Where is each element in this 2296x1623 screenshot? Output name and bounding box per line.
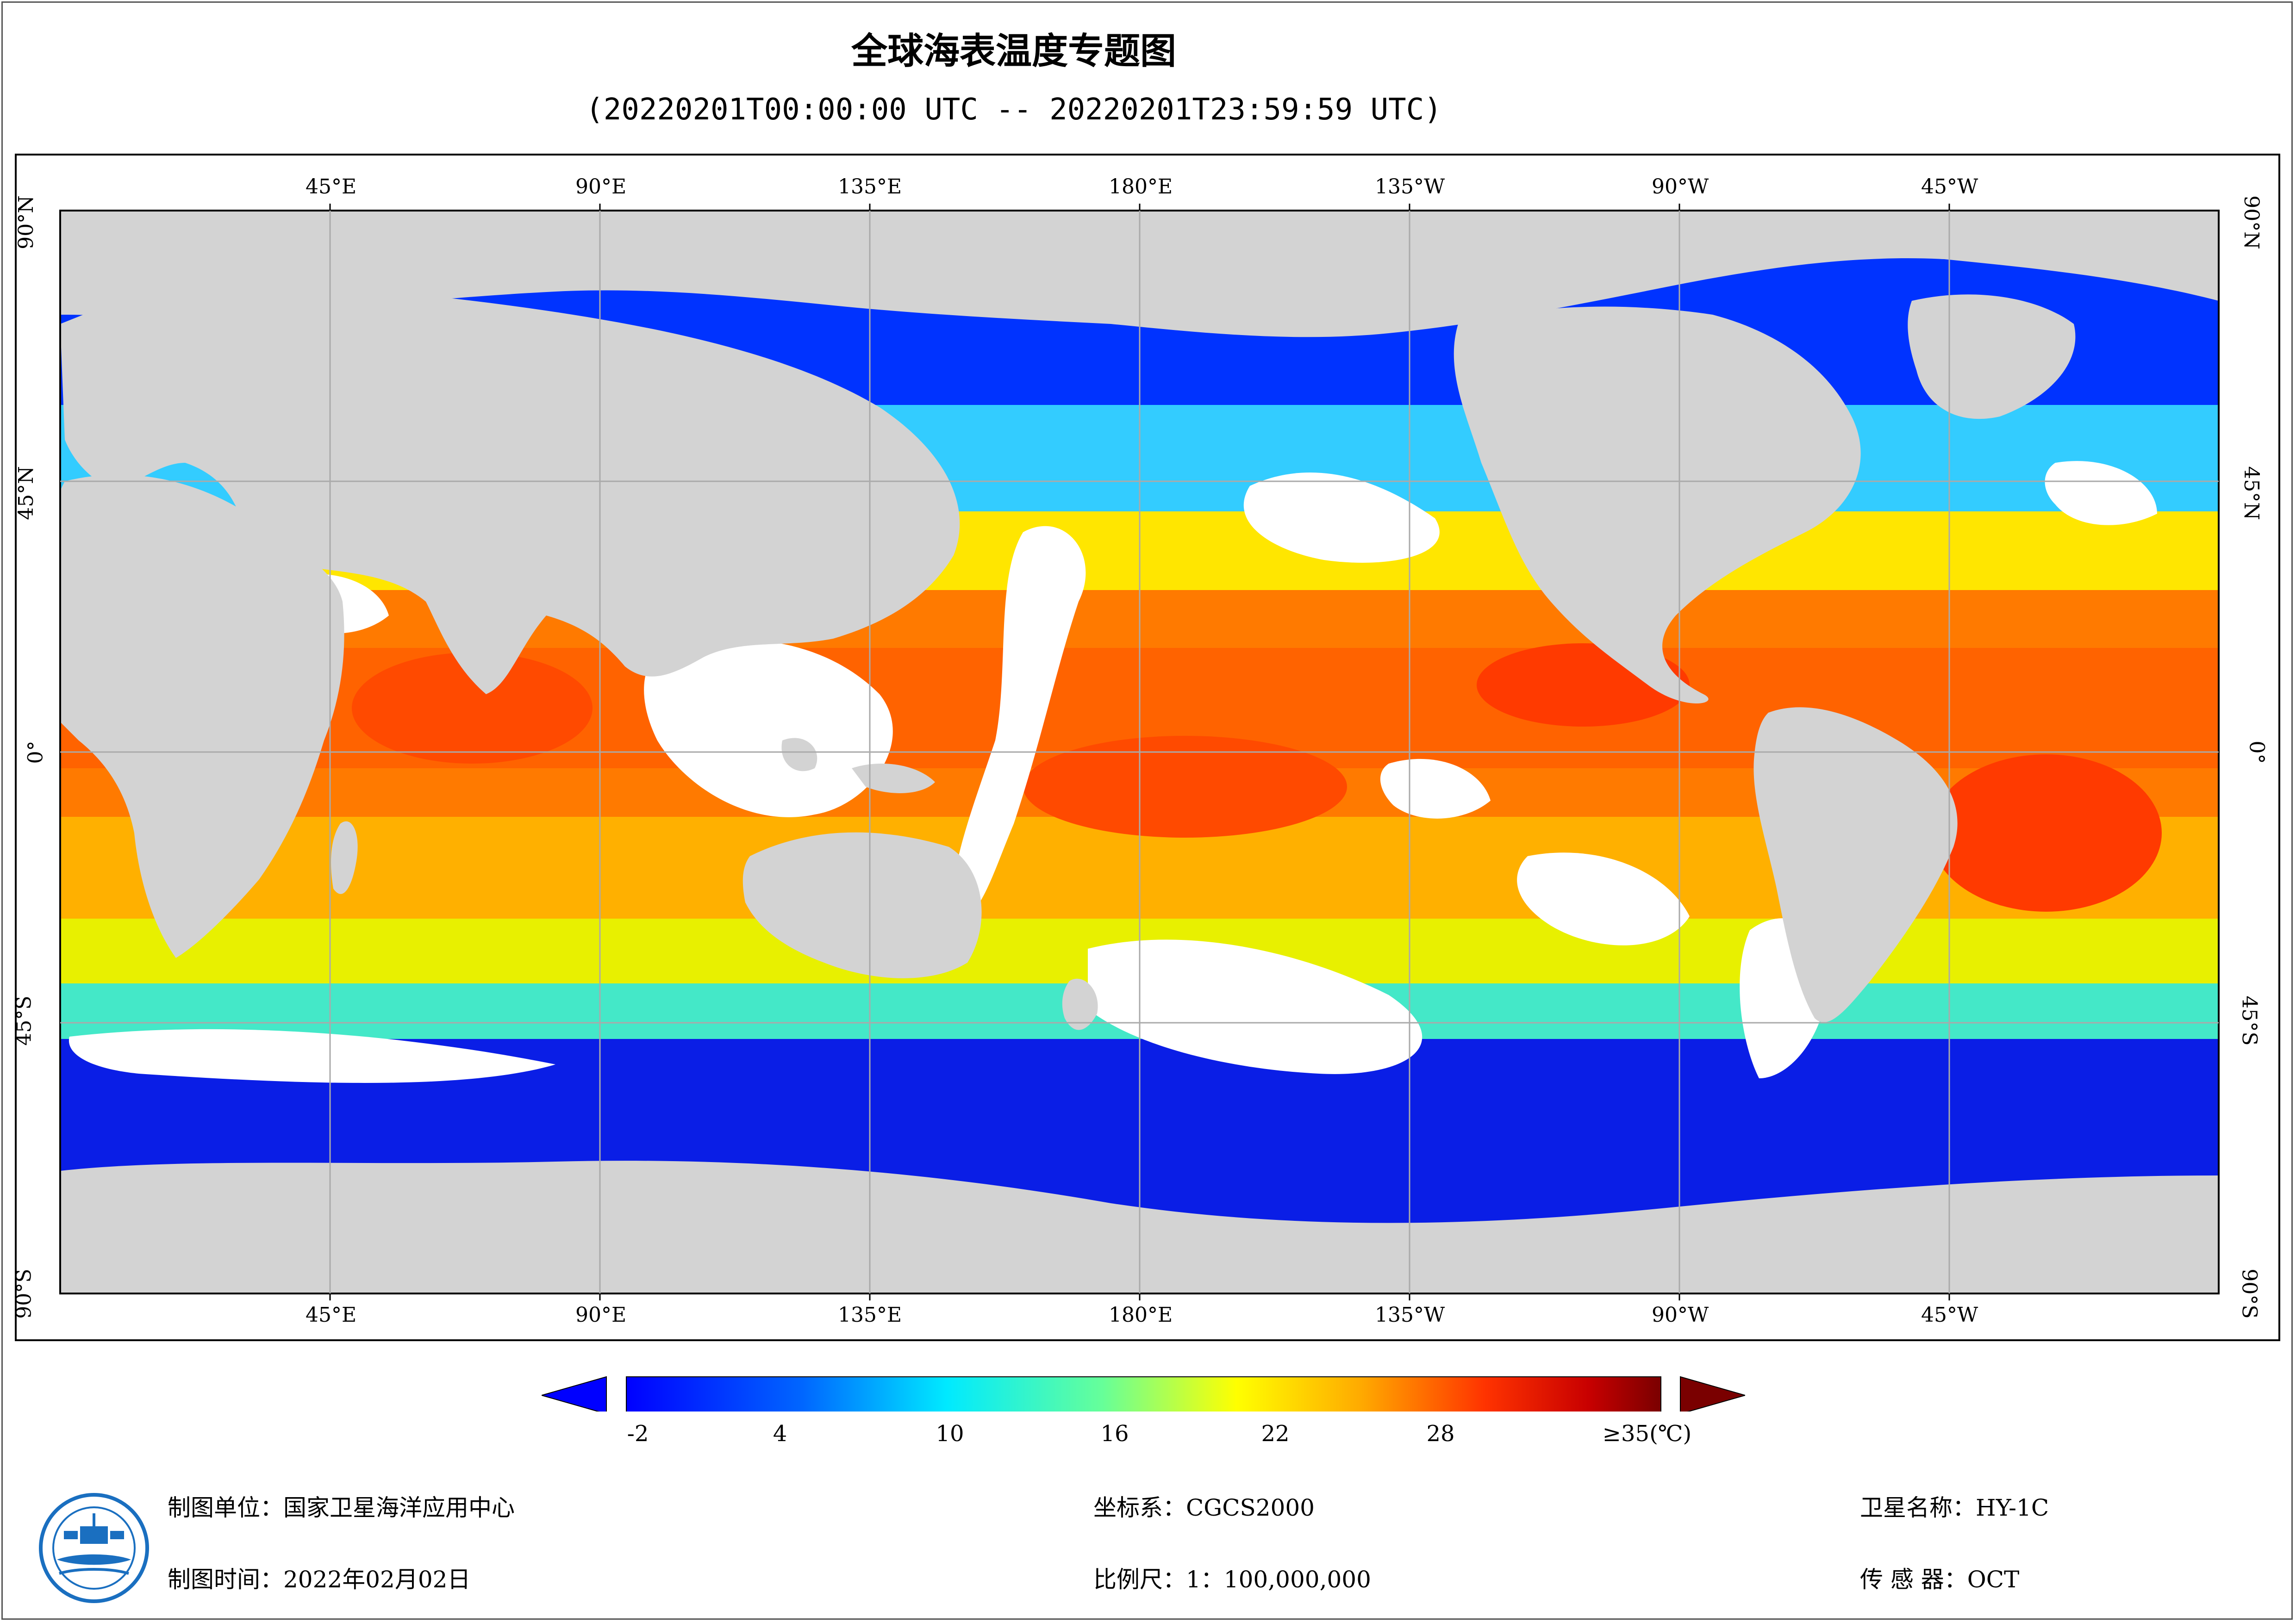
colorbar-tick: 10: [936, 1421, 964, 1447]
cloud-north-atlantic: [2045, 461, 2157, 525]
cloud-southeast-pacific: [1517, 852, 1690, 945]
tick-marks: [329, 204, 1950, 1300]
lon-label-top: 90°W: [1652, 175, 1709, 199]
lat-label-right: 0°: [2245, 740, 2269, 764]
colorbar-tick: ≥35(℃): [1602, 1421, 1692, 1447]
map-subtitle: (20220201T00:00:00 UTC -- 20220201T23:59…: [586, 93, 1442, 127]
lon-label-top: 180°E: [1109, 175, 1173, 199]
cloud-maritime-continent: [644, 639, 893, 817]
lon-label-top: 90°E: [575, 175, 627, 199]
graticule: [60, 211, 2219, 1293]
footer-coordinate-system: 坐标系：CGCS2000: [1093, 1494, 1315, 1521]
colorbar-gradient: [626, 1376, 1661, 1412]
colorbar-under-arrow: [542, 1376, 607, 1412]
map-title: 全球海表温度专题图: [851, 31, 1176, 72]
lon-label-bottom: 135°E: [838, 1303, 902, 1327]
footer-sensor: 传 感 器：OCT: [1860, 1566, 2020, 1593]
colorbar-tick: 16: [1100, 1421, 1129, 1447]
cloud-north-pacific: [1243, 473, 1440, 563]
lon-label-bottom: 180°E: [1109, 1303, 1173, 1327]
madagascar: [331, 821, 358, 894]
cloud-south-pacific: [1088, 939, 1423, 1074]
lon-label-bottom: 90°W: [1652, 1303, 1709, 1327]
lon-label-top: 45°E: [306, 175, 357, 199]
sst-warm-pool-west-pacific: [1023, 736, 1347, 838]
lat-label-left: 90°N: [14, 195, 38, 249]
cloud-band-pacific: [952, 526, 1086, 926]
new-zealand: [1062, 978, 1098, 1030]
colorbar-tick: 28: [1426, 1421, 1455, 1447]
cloud-southern-indian: [69, 1029, 556, 1083]
lon-label-top: 45°W: [1921, 175, 1978, 199]
sst-warm-pool-indian: [352, 653, 593, 764]
lat-label-right: 90°S: [2237, 1269, 2261, 1319]
lon-label-top: 135°E: [838, 175, 902, 199]
colorbar-tick: 4: [773, 1421, 787, 1447]
lon-label-bottom: 45°E: [306, 1303, 357, 1327]
lon-label-top: 135°W: [1375, 175, 1445, 199]
lon-label-bottom: 90°E: [575, 1303, 627, 1327]
nsoas-logo-icon: [39, 1493, 149, 1603]
africa: [60, 474, 344, 958]
lat-label-right: 90°N: [2239, 195, 2263, 249]
lat-label-left: 90°S: [12, 1269, 36, 1319]
lat-label-left: 45°S: [12, 995, 36, 1046]
footer-satellite: 卫星名称：HY-1C: [1860, 1494, 2049, 1521]
lat-label-right: 45°N: [2239, 466, 2263, 520]
australia: [742, 832, 982, 978]
footer-unit: 制图单位：国家卫星海洋应用中心: [168, 1494, 515, 1521]
sst-warm-pool-south-atlantic: [1930, 754, 2162, 912]
map-frame: [15, 154, 2280, 1341]
colorbar-tick: -2: [627, 1421, 649, 1447]
sst-colorbar: [542, 1376, 1745, 1412]
lat-label-left: 0°: [24, 740, 48, 764]
footer-time: 制图时间：2022年02月02日: [168, 1566, 471, 1593]
cloud-masks: [69, 461, 2157, 1083]
lat-label-left: 45°N: [14, 466, 38, 520]
lon-label-bottom: 45°W: [1921, 1303, 1978, 1327]
cloud-central-pacific: [1380, 759, 1491, 819]
borneo: [781, 738, 817, 771]
north-america: [1454, 306, 1861, 703]
colorbar-tick: 22: [1261, 1421, 1290, 1447]
eurasia: [60, 286, 960, 694]
lon-label-bottom: 135°W: [1375, 1303, 1445, 1327]
lat-label-right: 45°S: [2237, 995, 2261, 1046]
south-america: [1753, 707, 1958, 1022]
footer-scale: 比例尺：1：100,000,000: [1093, 1566, 1371, 1593]
colorbar-over-arrow: [1680, 1376, 1745, 1412]
new-guinea: [852, 764, 935, 793]
